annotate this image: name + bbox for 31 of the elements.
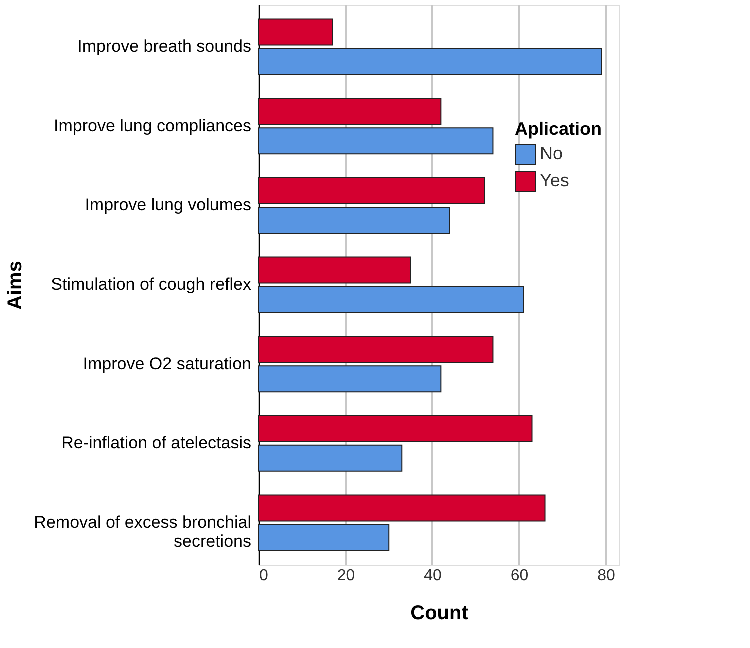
bar xyxy=(258,18,334,46)
x-tick-label: 0 xyxy=(260,568,268,584)
bar xyxy=(258,444,403,472)
bar xyxy=(258,286,524,314)
bar xyxy=(258,524,390,552)
y-tick-label: Re-inflation of atelectasis xyxy=(62,434,252,453)
bar xyxy=(258,415,533,442)
y-tick-label: Improve lung volumes xyxy=(85,196,252,215)
legend-label: Yes xyxy=(540,170,570,190)
bar xyxy=(258,366,442,393)
y-tick-label: Improve lung compliances xyxy=(54,116,252,136)
x-axis-title: Count xyxy=(410,602,469,624)
bar xyxy=(258,494,546,522)
y-axis-title: Aims xyxy=(4,261,26,310)
y-tick-label: Improve breath sounds xyxy=(78,37,252,56)
bar xyxy=(258,256,412,284)
bar xyxy=(258,177,486,204)
x-tick-label: 20 xyxy=(337,568,356,584)
legend-label: No xyxy=(540,144,564,164)
x-tick-label: 80 xyxy=(598,568,616,584)
y-tick-label: Improve O2 saturation xyxy=(83,354,252,374)
y-tick-label: Removal of excess bronchial secretions xyxy=(34,512,252,551)
bar xyxy=(258,336,494,364)
legend-title: Aplication xyxy=(515,119,602,139)
bar xyxy=(258,206,450,234)
y-tick-label: Stimulation of cough reflex xyxy=(51,275,252,294)
bar xyxy=(258,48,602,76)
bar xyxy=(258,98,442,126)
bar xyxy=(258,128,494,155)
x-tick-label: 60 xyxy=(510,568,529,584)
x-tick-label: 40 xyxy=(424,568,442,584)
